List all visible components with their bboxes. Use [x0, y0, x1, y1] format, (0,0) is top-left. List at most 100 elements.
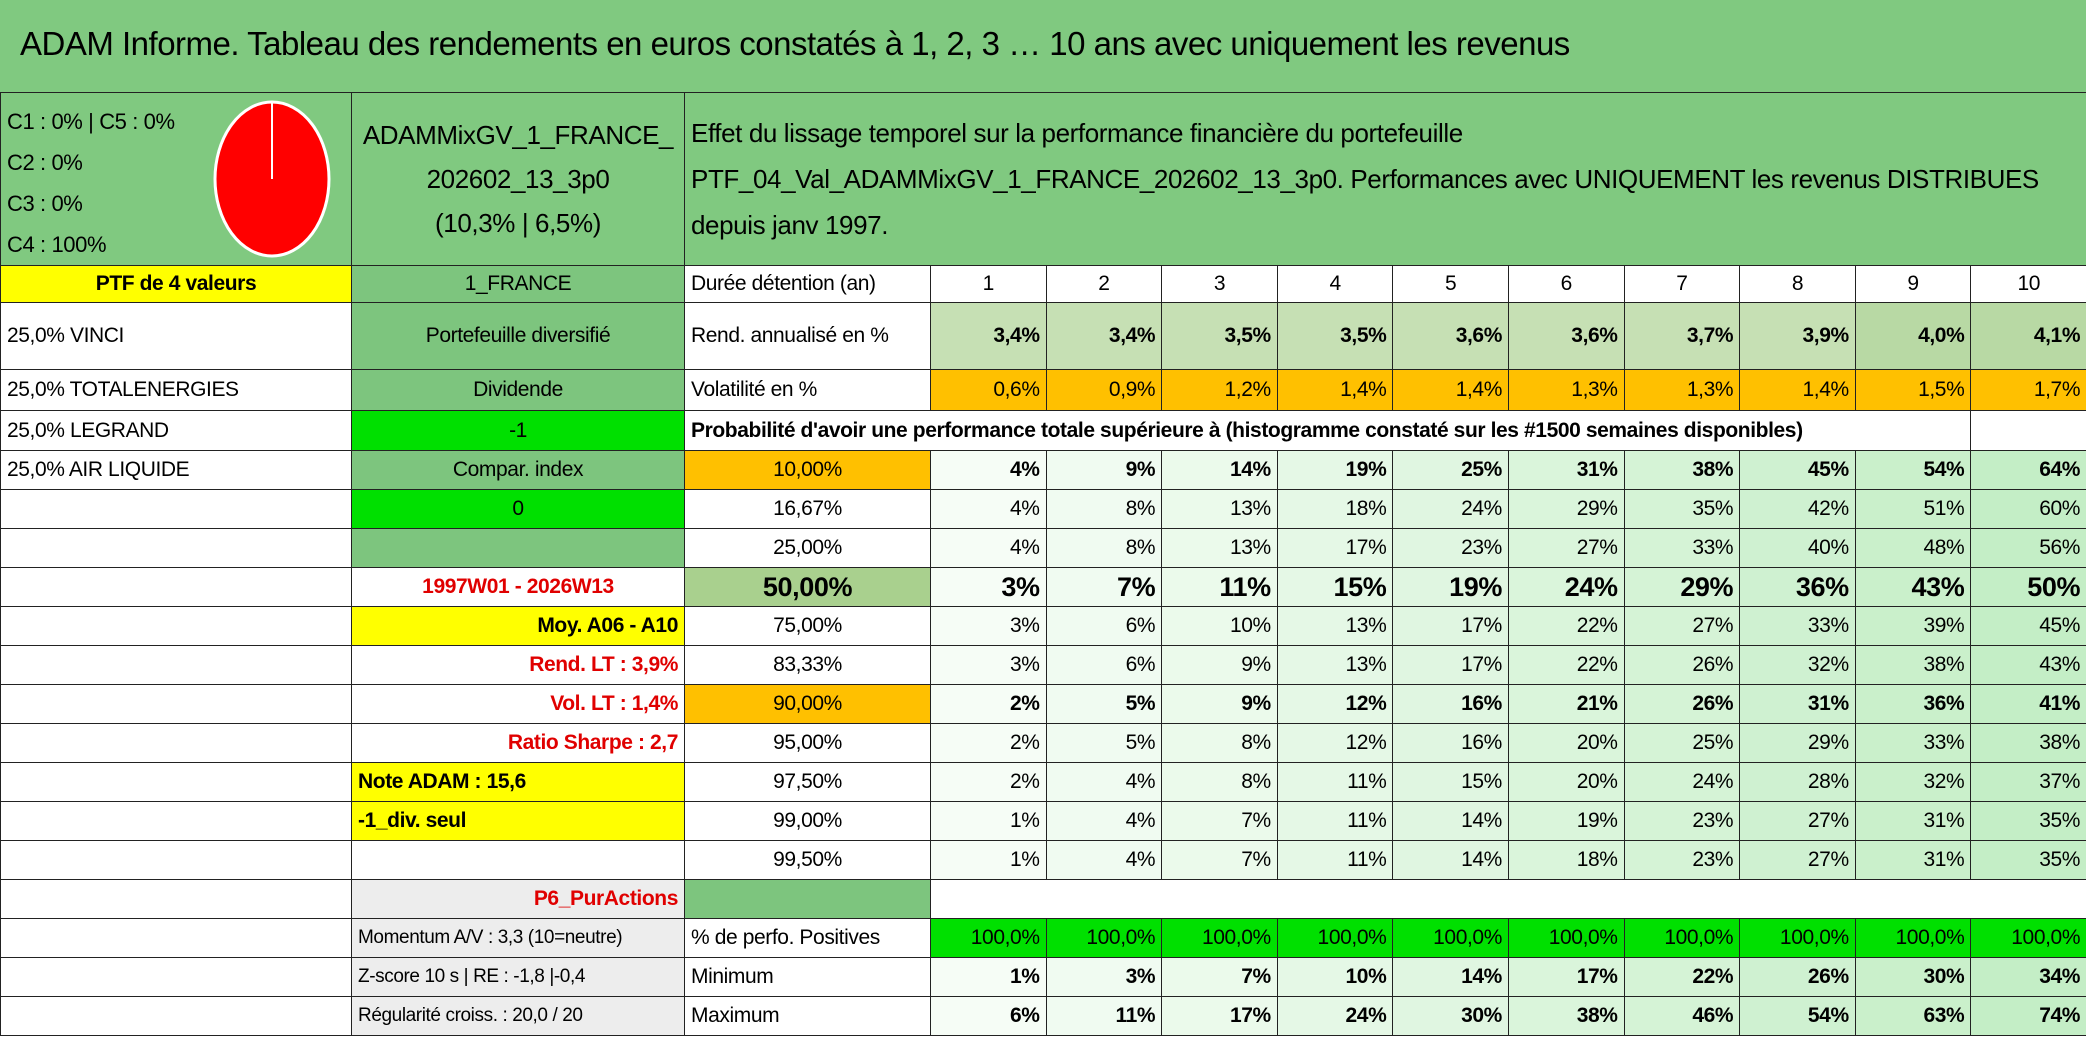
probability-value: 13% [1161, 528, 1278, 568]
side-info: 0 [351, 489, 685, 529]
probability-value: 4% [930, 489, 1047, 529]
holding: 25,0% LEGRAND [0, 410, 352, 451]
probability-value: 19% [1507, 801, 1625, 841]
min-value: 3% [1045, 957, 1163, 997]
max-value: 46% [1623, 996, 1741, 1036]
year-header: 2 [1045, 265, 1163, 303]
probability-value: 31% [1739, 684, 1856, 724]
probability-value: 2% [930, 684, 1047, 724]
region: 1_FRANCE [351, 265, 685, 303]
probability-value: 27% [1739, 840, 1856, 880]
positive-value: 100,0% [1970, 918, 2086, 958]
probability-value: 5% [1045, 684, 1163, 724]
max-value: 54% [1739, 996, 1856, 1036]
probability-value: 60% [1970, 489, 2086, 529]
portfolio-stats: (10,3% | 6,5%) [435, 208, 601, 238]
year-header: 7 [1623, 265, 1741, 303]
probability-value: 15% [1392, 762, 1509, 802]
return-value: 3,5% [1161, 302, 1278, 370]
probability-value: 4% [930, 450, 1047, 490]
probability-value: 12% [1276, 723, 1394, 763]
probability-value: 17% [1392, 606, 1509, 646]
year-header: 5 [1392, 265, 1509, 303]
min-value: 26% [1739, 957, 1856, 997]
year-header: 8 [1739, 265, 1856, 303]
probability-value: 6% [1045, 645, 1163, 685]
table-row: 1997W01 - 2026W13 50,00% 3% 7% 11% 15% 19% 24% 2… [0, 567, 2086, 607]
probability-value: 1% [930, 840, 1047, 880]
side-info: Rend. LT : 3,9% [351, 645, 685, 685]
probability-value: 11% [1161, 567, 1278, 607]
probability-value: 27% [1623, 606, 1741, 646]
table-row: 25,0% VINCI Portefeuille diversifié Rend. … [0, 302, 2086, 370]
probability-value: 38% [1623, 450, 1741, 490]
probability-value: 45% [1739, 450, 1856, 490]
probability-value: 5% [1045, 723, 1163, 763]
year-header: 6 [1507, 265, 1625, 303]
empty-cell [0, 606, 352, 646]
probability-value: 8% [1161, 723, 1278, 763]
side-info: 1997W01 - 2026W13 [351, 567, 685, 607]
table-row: Vol. LT : 1,4% 90,00% 2% 5% 9% 12% 16% 21% 26% 31… [0, 684, 2086, 724]
holdings-title: PTF de 4 valeurs [0, 265, 352, 303]
probability-value: 13% [1161, 489, 1278, 529]
table-row: 25,00% 4% 8% 13% 17% 23% 27% 33% 40% 48% 56% [0, 528, 2086, 568]
portfolio-kind: Portefeuille diversifié [351, 302, 685, 370]
threshold: 75,00% [684, 606, 931, 646]
probability-value: 20% [1507, 723, 1625, 763]
positive-value: 100,0% [1161, 918, 1278, 958]
probability-value: 19% [1392, 567, 1509, 607]
empty-cell [0, 918, 352, 958]
probability-value: 29% [1739, 723, 1856, 763]
probability-value: 14% [1392, 840, 1509, 880]
performance-table: C1 : 0% | C5 : 0% C2 : 0% C3 : 0% C4 : 100%… [0, 92, 2086, 1036]
probability-value: 2% [930, 723, 1047, 763]
threshold: 25,00% [684, 528, 931, 568]
min-value: 1% [930, 957, 1047, 997]
table-row: 25,0% AIR LIQUIDE Compar. index 10,00% 4% 9%… [0, 450, 2086, 490]
min-value: 7% [1161, 957, 1278, 997]
probability-value: 51% [1854, 489, 1972, 529]
probability-value: 10% [1161, 606, 1278, 646]
min-value: 17% [1507, 957, 1625, 997]
probability-value: 35% [1970, 801, 2086, 841]
allocation-line: C4 : 100% [7, 232, 107, 257]
positive-value: 100,0% [1623, 918, 1741, 958]
probability-value: 13% [1276, 606, 1394, 646]
probability-value: 56% [1970, 528, 2086, 568]
probability-value: 17% [1276, 528, 1394, 568]
return-value: 3,9% [1739, 302, 1856, 370]
probability-value: 13% [1276, 645, 1394, 685]
side-info: Moy. A06 - A10 [351, 606, 685, 646]
probability-value: 64% [1970, 450, 2086, 490]
volatility-value: 1,4% [1276, 369, 1394, 411]
probability-value: 3% [930, 567, 1047, 607]
description-cell: Effet du lissage temporel sur la perform… [683, 92, 2086, 266]
probability-value: 7% [1045, 567, 1163, 607]
side-info: Régularité croiss. : 20,0 / 20 [351, 996, 685, 1036]
max-value: 30% [1392, 996, 1509, 1036]
probability-value: 16% [1392, 684, 1509, 724]
return-value: 3,6% [1507, 302, 1625, 370]
threshold: 97,50% [684, 762, 931, 802]
table-row: Z-score 10 s | RE : -1,8 |-0,4 Minimum 1% 3… [0, 957, 2086, 997]
table-row: C1 : 0% | C5 : 0% C2 : 0% C3 : 0% C4 : 100%… [0, 92, 2086, 266]
probability-value: 18% [1507, 840, 1625, 880]
probability-value: 24% [1507, 567, 1625, 607]
probability-value: 32% [1739, 645, 1856, 685]
probability-value: 33% [1739, 606, 1856, 646]
probability-value: 32% [1854, 762, 1972, 802]
probability-title: Probabilité d'avoir une performance tota… [683, 410, 1972, 451]
probability-value: 23% [1623, 840, 1741, 880]
empty-cell [0, 762, 352, 802]
probability-value: 39% [1854, 606, 1972, 646]
probability-value: 31% [1507, 450, 1625, 490]
probability-value: 3% [930, 606, 1047, 646]
allocation-pie [213, 100, 331, 258]
probability-value: 14% [1161, 450, 1278, 490]
threshold: 10,00% [684, 450, 931, 490]
table-row: Rend. LT : 3,9% 83,33% 3% 6% 9% 13% 17% 22% 26% 3… [0, 645, 2086, 685]
table-row: -1_div. seul 99,00% 1% 4% 7% 11% 14% 19% 23% 27% 3… [0, 801, 2086, 841]
table-row: PTF de 4 valeurs 1_FRANCE Durée détention … [0, 265, 2086, 303]
